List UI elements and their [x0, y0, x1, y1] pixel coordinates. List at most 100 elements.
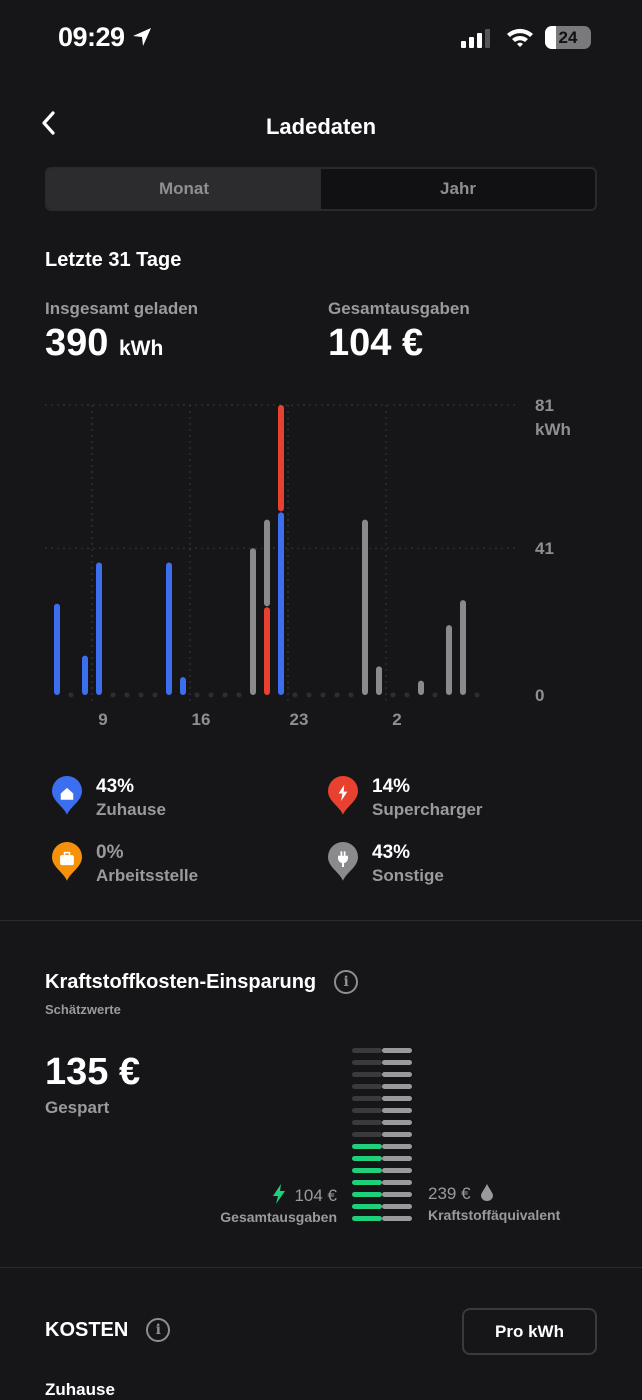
bolt-icon: [273, 1184, 286, 1204]
empty-day-dot: [334, 692, 340, 698]
legend-item-arbeitsstelle: 0% Arbeitsstelle: [52, 842, 328, 886]
savings-subtitle: Schätzwerte: [45, 1002, 121, 1017]
bar-supercharger: [278, 405, 284, 512]
fuel-block: 239 € Kraftstoffäquivalent: [428, 1184, 561, 1223]
legend-item-zuhause: 43% Zuhause: [52, 776, 328, 820]
bar-zuhause: [96, 562, 102, 695]
tab-monat[interactable]: Monat: [47, 169, 321, 209]
legend-name: Zuhause: [96, 800, 166, 819]
status-time: 09:29: [58, 22, 152, 53]
bar-sonstige: [264, 519, 270, 607]
gauge-row: [352, 1144, 412, 1149]
info-icon[interactable]: i: [146, 1318, 171, 1342]
gauge-row: [352, 1204, 412, 1209]
x-tick-label: 16: [192, 710, 211, 729]
legend-item-sonstige: 43% Sonstige: [328, 842, 604, 886]
gauge-row: [352, 1180, 412, 1185]
period-segmented-control: Monat Jahr: [45, 167, 597, 211]
gauge-row: [352, 1120, 412, 1125]
costs-row-label: Zuhause: [45, 1380, 115, 1399]
briefcase-icon: [52, 842, 82, 881]
empty-day-dot: [306, 692, 312, 698]
x-tick-label: 23: [290, 710, 309, 729]
gauge-row: [352, 1048, 412, 1053]
bar-sonstige: [250, 548, 256, 695]
empty-day-dot: [404, 692, 410, 698]
costs-header: KOSTEN i: [45, 1318, 171, 1342]
back-button[interactable]: [40, 110, 56, 144]
costs-title: KOSTEN: [45, 1318, 129, 1341]
legend-percent: 43%: [96, 776, 135, 797]
chevron-left-icon: [42, 111, 55, 135]
empty-day-dot: [194, 692, 200, 698]
legend-name: Arbeitsstelle: [96, 866, 199, 885]
y-tick-label: 41: [535, 539, 554, 558]
info-icon[interactable]: i: [334, 970, 359, 994]
bar-sonstige: [446, 625, 452, 695]
plug-icon: [328, 842, 358, 881]
empty-day-dot: [208, 692, 214, 698]
empty-day-dot: [474, 692, 480, 698]
home-icon: [52, 776, 82, 815]
savings-header: Kraftstoffkosten-Einsparung i: [45, 970, 359, 994]
savings-value-label: Gespart: [45, 1098, 110, 1117]
legend-item-supercharger: 14% Supercharger: [328, 776, 604, 820]
divider: [0, 920, 642, 921]
bar-zuhause: [54, 603, 60, 695]
battery-icon: 24: [545, 26, 591, 49]
x-tick-label: 2: [392, 710, 401, 729]
gauge-row: [352, 1132, 412, 1137]
signal-icon: [461, 28, 493, 53]
cost-label: Gesamtausgaben: [328, 299, 470, 318]
savings-value: 135 €: [45, 1051, 141, 1093]
energy-label: Insgesamt geladen: [45, 299, 199, 318]
bar-supercharger: [264, 607, 270, 695]
bar-sonstige: [460, 600, 466, 695]
gauge-row: [352, 1192, 412, 1197]
cost-value: 104 €: [328, 322, 424, 364]
empty-day-dot: [432, 692, 438, 698]
empty-day-dot: [138, 692, 144, 698]
bar-zuhause: [278, 512, 284, 695]
bar-sonstige: [362, 519, 368, 695]
bar-sonstige: [376, 666, 382, 695]
gauge-row: [352, 1096, 412, 1101]
empty-day-dot: [390, 692, 396, 698]
gauge-row: [352, 1168, 412, 1173]
bar-zuhause: [82, 655, 88, 695]
x-tick-label: 9: [98, 710, 107, 729]
y-unit-label: kWh: [535, 420, 571, 439]
legend-percent: 0%: [96, 842, 124, 863]
empty-day-dot: [320, 692, 326, 698]
empty-day-dot: [292, 692, 298, 698]
gauge-row: [352, 1156, 412, 1161]
savings-title: Kraftstoffkosten-Einsparung: [45, 970, 317, 993]
bar-zuhause: [166, 562, 172, 695]
gauge-row: [352, 1072, 412, 1077]
legend-percent: 14%: [372, 776, 411, 797]
energy-value: 390 kWh: [45, 322, 164, 364]
empty-day-dot: [68, 692, 74, 698]
page-title: Ladedaten: [265, 114, 377, 139]
bar-sonstige: [418, 680, 424, 695]
spent-block: 104 € Gesamtausgaben: [220, 1184, 337, 1225]
bolt-icon: [328, 776, 358, 815]
gauge-row: [352, 1108, 412, 1113]
charging-chart: 81 41 0 kWh 9 16 23 2: [45, 396, 571, 729]
empty-day-dot: [222, 692, 228, 698]
wifi-icon: [505, 26, 535, 53]
divider: [0, 1267, 642, 1268]
tab-jahr[interactable]: Jahr: [440, 179, 476, 198]
gauge-row: [352, 1084, 412, 1089]
empty-day-dot: [124, 692, 130, 698]
legend-percent: 43%: [372, 842, 411, 863]
legend: 43% Zuhause 14% Supercharger 0% Arbeitsstelle…: [52, 776, 612, 886]
legend-name: Sonstige: [372, 866, 444, 885]
bar-zuhause: [180, 677, 186, 695]
y-tick-label: 81: [535, 396, 554, 415]
y-tick-label: 0: [535, 686, 544, 705]
period-label: Letzte 31 Tage: [45, 249, 182, 271]
gauge-row: [352, 1060, 412, 1065]
per-kwh-button[interactable]: Pro kWh: [462, 1308, 597, 1355]
location-arrow-icon: [132, 28, 151, 46]
